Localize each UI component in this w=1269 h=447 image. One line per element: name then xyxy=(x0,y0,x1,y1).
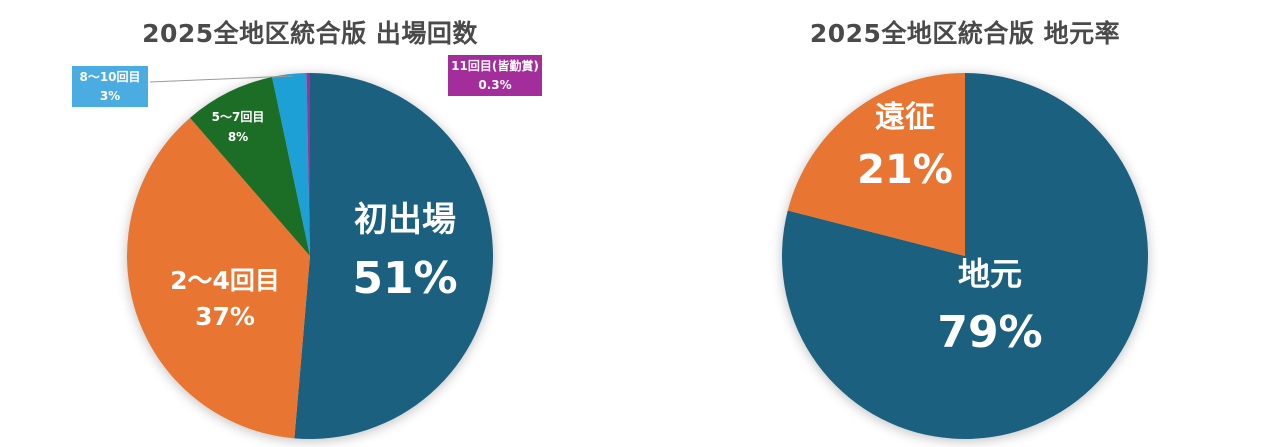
slice-label-local: 地元 79% xyxy=(937,255,1043,359)
slice-label-away: 遠征 21% xyxy=(857,100,953,193)
slice-label-2-4: 2〜4回目 37% xyxy=(170,266,280,331)
callout-box-11: 11回目(皆勤賞) 0.3% xyxy=(448,55,542,97)
chart-title: 2025全地区統合版 出場回数 xyxy=(142,19,478,48)
chart-title: 2025全地区統合版 地元率 xyxy=(809,19,1121,48)
pie-slice xyxy=(787,73,965,256)
pie-svg xyxy=(126,73,493,439)
slice-label-first: 初出場 51% xyxy=(352,200,458,304)
pie-slice xyxy=(306,73,310,256)
slice-label-5-7: 5〜7回目 8% xyxy=(211,110,265,145)
pie-svg xyxy=(782,73,1148,439)
pie-slice xyxy=(272,73,310,257)
pie-chart-appearances: 2025全地区統合版 出場回数 初出場 51% 2〜4回目 37% 5〜7回目 … xyxy=(72,19,542,439)
pie-slice xyxy=(190,76,310,257)
pie-slice xyxy=(126,117,310,439)
callout-box-8-10: 8〜10回目 3% xyxy=(72,66,148,108)
pie-chart-local-rate: 2025全地区統合版 地元率 地元 79% 遠征 21% xyxy=(640,0,1269,447)
callout-leader-line xyxy=(149,75,294,83)
pie-slice xyxy=(294,73,493,439)
